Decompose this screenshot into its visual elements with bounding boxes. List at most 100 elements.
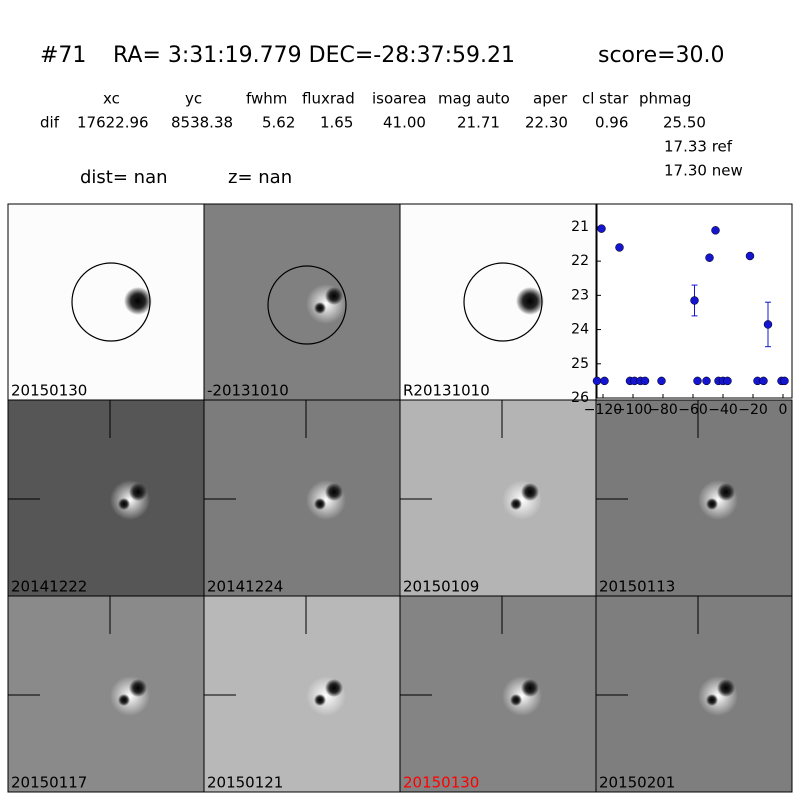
column-header: mag auto [438, 90, 510, 108]
residual-dark [510, 498, 522, 510]
column-header: xc [103, 90, 120, 108]
x-tick-label: 0 [779, 402, 788, 418]
panel-label: 20150201 [599, 774, 675, 792]
y-tick-label: 26 [571, 390, 589, 406]
point [615, 243, 624, 252]
source-blob [124, 287, 152, 315]
residual-dark [118, 694, 130, 706]
title-coords: RA= 3:31:19.779 DEC=-28:37:59.21 [113, 43, 515, 68]
y-tick-label: 24 [571, 322, 589, 338]
image-panel: 20141222 [7, 399, 205, 597]
cell: 41.00 [383, 114, 426, 132]
y-tick-label: 23 [571, 287, 589, 303]
residual-dark [325, 287, 343, 305]
x-tick-label: −60 [678, 402, 708, 418]
column-header: phmag [639, 90, 691, 108]
cell: 1.65 [320, 114, 353, 132]
cell: 8538.38 [171, 114, 233, 132]
x-tick-label: −40 [708, 402, 738, 418]
aperture [71, 262, 151, 342]
image-panel: R20131010 [399, 203, 597, 401]
image-panel: 20150130 [7, 203, 205, 401]
panel-bg [595, 595, 793, 793]
point [745, 251, 755, 261]
point [711, 226, 720, 235]
image-panel: -20131010 [203, 203, 401, 401]
column-header: fwhm [246, 90, 287, 108]
residual-dark [510, 694, 522, 706]
image-panel: 20150117 [7, 595, 205, 793]
panel-label: 20141224 [207, 578, 283, 596]
panel-bg [7, 203, 205, 401]
column-header: cl star [582, 90, 629, 108]
residual-dark [314, 302, 326, 314]
point [702, 376, 711, 386]
image-panel: 20150113 [595, 399, 793, 597]
panel-bg [399, 203, 597, 401]
point [723, 376, 732, 386]
x-tick-label: −120 [584, 402, 622, 418]
point [592, 376, 602, 386]
residual-dark [314, 694, 326, 706]
extra: 17.33 ref [664, 138, 733, 156]
panel-bg [203, 399, 401, 597]
title-score: score=30.0 [598, 43, 725, 68]
panel-bg [595, 399, 793, 597]
residual-dark [706, 694, 718, 706]
redshift: z= nan [228, 167, 292, 188]
residual-dark [706, 498, 718, 510]
panel-bg [203, 595, 401, 793]
panel-label: -20131010 [207, 382, 289, 400]
panel-bg [399, 595, 597, 793]
residual-dark [129, 483, 147, 501]
panel-label: R20131010 [403, 382, 490, 400]
panel-label: 20150109 [403, 578, 479, 596]
cell: 25.50 [663, 114, 706, 132]
y-tick-label: 22 [571, 253, 589, 269]
panel-label: 20150121 [207, 774, 283, 792]
extra: 17.30 new [664, 162, 743, 180]
residual-dark [314, 498, 326, 510]
source-blob [516, 287, 544, 315]
panel-label: 20150130 [403, 774, 479, 792]
cell: 0.96 [595, 114, 628, 132]
point [763, 320, 773, 329]
column-header: isoarea [372, 90, 427, 108]
x-tick-label: −100 [614, 402, 652, 418]
title-id: #71 [40, 43, 86, 68]
panel-bg [203, 203, 401, 401]
image-panel: 20150130 [399, 595, 597, 793]
point [600, 376, 609, 386]
image-panel: 20150201 [595, 595, 793, 793]
residual-dark [521, 483, 539, 501]
residual-dark [717, 483, 735, 501]
column-header: fluxrad [302, 90, 355, 108]
image-panel: 20150121 [203, 595, 401, 793]
point [690, 296, 699, 305]
x-tick-label: −80 [648, 402, 678, 418]
residual-dark [325, 483, 343, 501]
point [597, 224, 606, 233]
residual-dark [521, 679, 539, 697]
residual-dark [129, 679, 147, 697]
point [640, 376, 650, 386]
aperture [267, 265, 347, 345]
cell: 21.71 [457, 114, 500, 132]
residual-dark [717, 679, 735, 697]
point [759, 376, 768, 386]
cell: 17622.96 [77, 114, 149, 132]
point [657, 376, 666, 386]
row-label: dif [40, 114, 60, 132]
residual-dark [118, 498, 130, 510]
column-header: aper [533, 90, 568, 108]
panel-bg [7, 595, 205, 793]
panel-label: 20150130 [11, 382, 87, 400]
panel-label: 20150117 [11, 774, 87, 792]
panel-label: 20150113 [599, 578, 675, 596]
panel-bg [399, 399, 597, 597]
residual-dark [325, 679, 343, 697]
point [780, 376, 789, 386]
point [693, 376, 702, 386]
